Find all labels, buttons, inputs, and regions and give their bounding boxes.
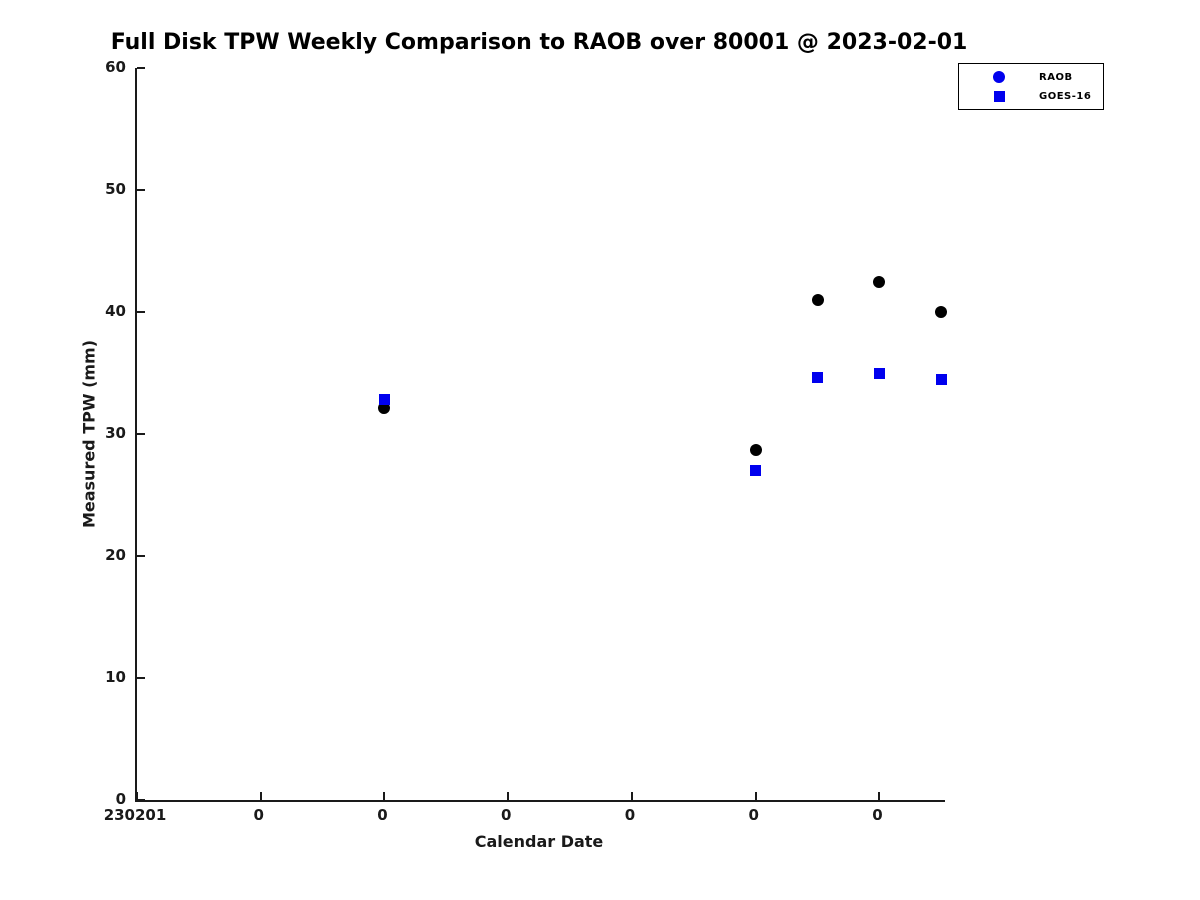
x-axis-label: Calendar Date <box>474 832 604 851</box>
y-tick-label: 10 <box>105 668 126 686</box>
y-tick-mark <box>137 67 145 69</box>
x-tick-mark <box>878 792 881 800</box>
chart-title: Full Disk TPW Weekly Comparison to RAOB … <box>110 30 968 55</box>
y-tick-mark <box>137 555 145 557</box>
x-tick-label: 230201 <box>103 806 167 824</box>
y-tick-mark <box>137 189 145 191</box>
legend-item: RAOB <box>959 69 1103 85</box>
x-tick-mark <box>507 792 510 800</box>
goes-16-legend-marker-icon <box>993 90 1005 102</box>
y-tick-label: 0 <box>115 790 126 808</box>
x-tick-label: 0 <box>624 806 636 824</box>
goes-16-point <box>750 465 762 477</box>
legend-item-label: GOES-16 <box>1039 90 1092 102</box>
y-tick-label: 60 <box>105 58 126 76</box>
raob-point <box>873 275 886 288</box>
goes-16-point <box>378 394 390 406</box>
x-tick-label: 0 <box>253 806 264 824</box>
x-tick-label: 0 <box>377 806 388 824</box>
legend-marker-cell <box>959 71 1039 83</box>
x-tick-label: 0 <box>748 806 759 824</box>
y-tick-label: 50 <box>105 180 126 198</box>
goes-16-point <box>812 372 824 384</box>
x-tick-mark <box>136 792 138 800</box>
plot-area <box>135 67 948 802</box>
y-tick-mark <box>137 677 145 679</box>
goes-16-point <box>873 367 885 379</box>
raob-point <box>749 443 762 456</box>
raob-legend-marker-icon <box>993 71 1005 83</box>
legend-marker-cell <box>959 90 1039 102</box>
x-tick-mark <box>383 792 386 800</box>
y-tick-label: 20 <box>105 546 126 564</box>
y-tick-label: 40 <box>105 302 126 320</box>
raob-point <box>935 306 948 318</box>
x-tick-label: 0 <box>872 806 883 824</box>
x-tick-mark <box>630 792 633 800</box>
raob-point <box>811 293 824 306</box>
y-tick-mark <box>137 799 145 801</box>
raob-point <box>378 402 391 415</box>
x-tick-mark <box>754 792 757 800</box>
x-tick-label: 0 <box>500 806 512 824</box>
y-tick-mark <box>137 311 145 313</box>
legend: RAOB GOES-16 <box>958 63 1104 110</box>
x-tick-mark <box>259 792 262 800</box>
goes-16-point <box>935 373 947 385</box>
y-tick-mark <box>137 433 145 435</box>
y-tick-label: 30 <box>105 424 126 442</box>
legend-item-label: RAOB <box>1039 71 1073 83</box>
legend-item: GOES-16 <box>959 88 1103 104</box>
